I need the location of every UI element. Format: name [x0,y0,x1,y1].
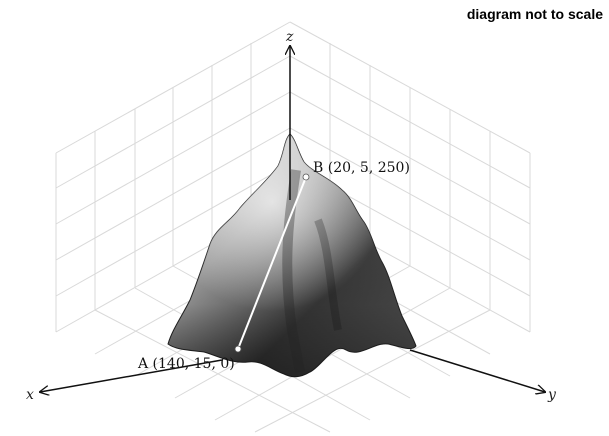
x-axis-front [40,359,223,392]
point-a-label: A (140, 15, 0) [137,356,235,372]
y-axis-label: y [547,387,557,403]
y-axis-front [409,349,545,392]
not-to-scale-note: diagram not to scale [466,6,603,22]
axes: z x y [26,29,557,403]
x-axis-label: x [26,387,34,403]
point-b-label: B (20, 5, 250) [313,160,410,176]
z-axis-label: z [285,29,294,45]
point-b-marker [302,173,310,181]
segment-ab: A (140, 15, 0) B (20, 5, 250) [137,160,410,372]
mountain-surface [167,133,417,378]
point-a-marker [234,345,242,353]
